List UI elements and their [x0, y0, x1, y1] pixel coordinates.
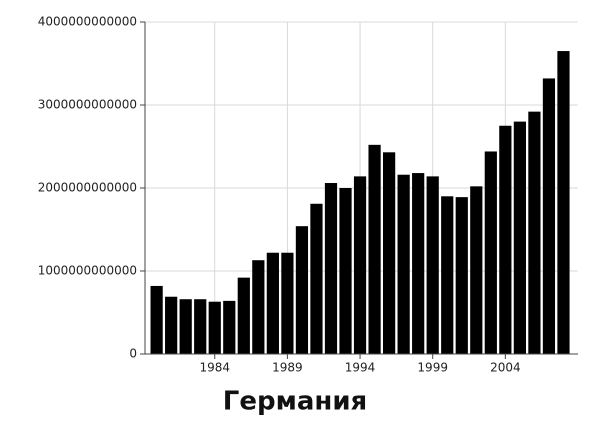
bar — [252, 260, 265, 354]
bar — [542, 78, 556, 354]
y-tick-label: 4000000000000 — [38, 15, 137, 29]
bar — [397, 174, 410, 354]
bar — [165, 296, 178, 354]
bar — [353, 176, 367, 354]
x-tick-label: 1984 — [199, 361, 230, 375]
bar — [266, 252, 279, 354]
bar — [557, 51, 570, 355]
bar — [412, 173, 425, 354]
bar — [223, 300, 236, 354]
bar — [368, 144, 381, 354]
bar — [513, 121, 526, 354]
bar — [237, 277, 250, 354]
y-tick-label: 0 — [129, 347, 137, 361]
x-tick-label: 1999 — [417, 361, 448, 375]
x-tick-label: 1989 — [272, 361, 303, 375]
chart-title: Германия — [223, 387, 368, 417]
x-tick-label: 2004 — [490, 361, 521, 375]
bar — [470, 186, 483, 354]
bar — [528, 111, 541, 354]
bar — [150, 285, 163, 354]
bar — [455, 197, 468, 354]
bar — [281, 252, 294, 354]
bar — [324, 183, 338, 354]
bar — [484, 151, 497, 354]
bar — [179, 299, 192, 354]
bar — [499, 125, 512, 354]
bar — [339, 188, 352, 354]
bar — [295, 226, 309, 354]
y-tick-label: 3000000000000 — [38, 98, 137, 112]
bar — [310, 203, 323, 354]
y-tick-label: 2000000000000 — [38, 181, 137, 195]
bar — [194, 299, 207, 354]
bar — [426, 176, 439, 354]
bar — [441, 196, 454, 354]
bar — [383, 152, 396, 354]
bar — [208, 301, 221, 354]
y-tick-label: 1000000000000 — [38, 264, 137, 278]
x-tick-label: 1994 — [345, 361, 376, 375]
